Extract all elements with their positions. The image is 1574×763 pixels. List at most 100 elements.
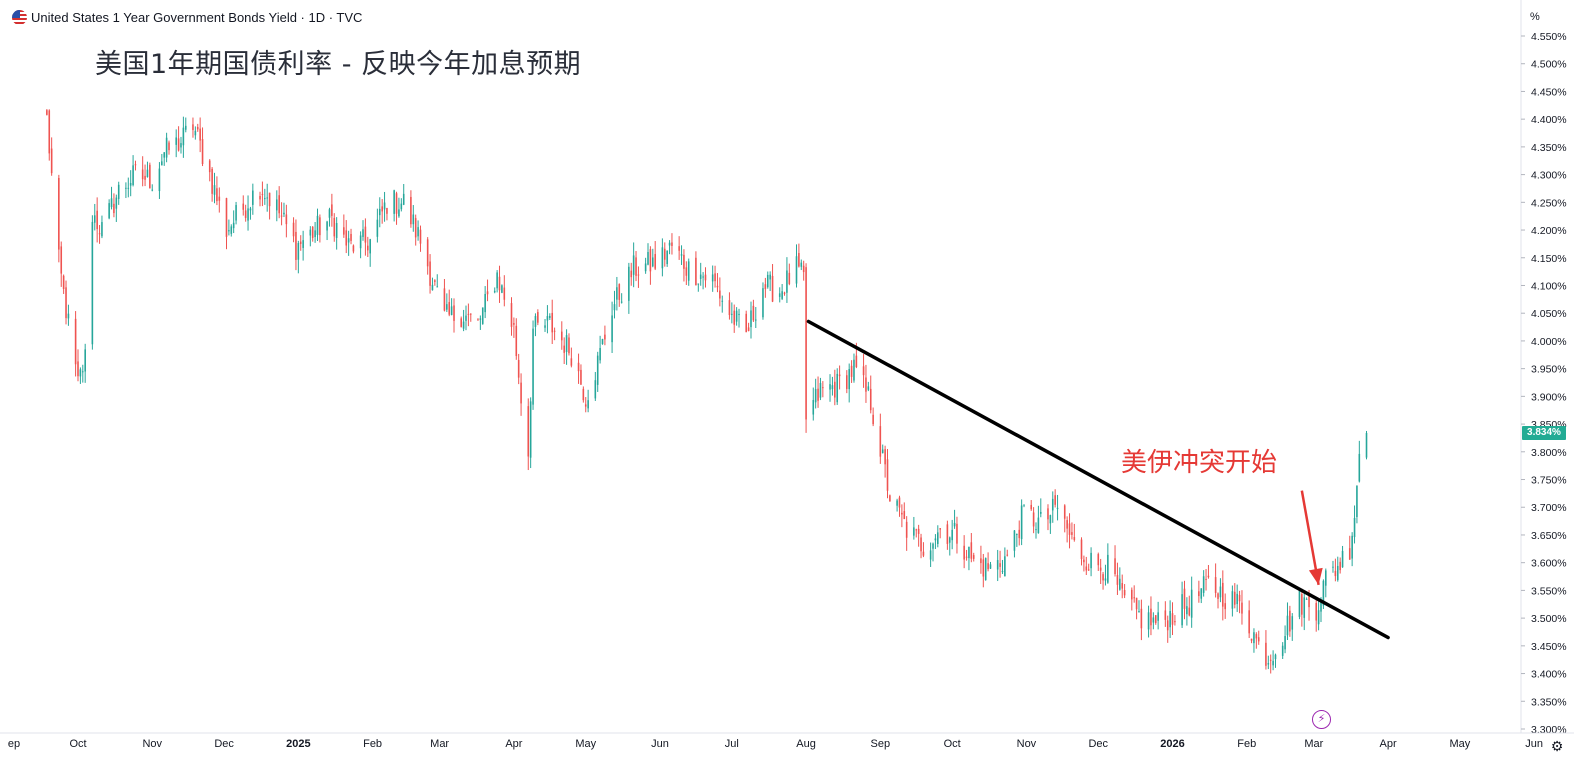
candle-body — [563, 345, 565, 353]
x-tick-label: Nov — [1017, 738, 1037, 750]
candle-body — [1181, 594, 1183, 626]
candle-body — [1054, 495, 1056, 505]
candle-body — [1320, 601, 1322, 612]
x-tick-label: Apr — [505, 738, 522, 750]
candle-body — [158, 168, 161, 192]
candle-body — [778, 293, 781, 297]
candle-body — [161, 161, 163, 166]
lightning-icon[interactable]: ⚡ — [1312, 710, 1331, 729]
candle-body — [1049, 515, 1052, 524]
candle-body — [426, 239, 429, 267]
candle-body — [901, 512, 903, 515]
candle-body — [1341, 550, 1344, 568]
y-tick-label: 4.300% — [1531, 170, 1567, 182]
candle-body — [680, 254, 683, 256]
x-tick-label: Jun — [1525, 738, 1543, 750]
candle-body — [1224, 603, 1227, 610]
candle-body — [568, 337, 570, 354]
candle-body — [299, 241, 302, 244]
candle-body — [587, 400, 589, 409]
candle-body — [814, 389, 817, 403]
candle-body — [134, 164, 137, 166]
candle-body — [644, 263, 647, 272]
candle-body — [719, 290, 721, 299]
candle-body — [898, 497, 901, 508]
candle-body — [1104, 578, 1107, 581]
candle-body — [280, 215, 283, 217]
candle-body — [953, 522, 956, 527]
candle-body — [201, 139, 204, 164]
candle-body — [565, 335, 568, 352]
candle-body — [963, 545, 965, 560]
candle-body — [853, 359, 855, 381]
candle-body — [496, 272, 498, 289]
candle-body — [1257, 637, 1260, 642]
y-tick-label: 3.650% — [1531, 530, 1567, 542]
candle-body — [1272, 660, 1274, 666]
candle-body — [764, 284, 767, 290]
candle-body — [117, 184, 120, 199]
candle-body — [937, 532, 939, 544]
gear-icon[interactable]: ⚙ — [1550, 737, 1564, 754]
candle-body — [1164, 610, 1167, 620]
candle-body — [1154, 615, 1157, 623]
y-tick-label: 4.550% — [1531, 31, 1567, 43]
candle-body — [1348, 548, 1351, 560]
candle-body — [419, 229, 422, 244]
candle-body — [460, 318, 462, 327]
candle-body — [513, 323, 515, 325]
candle-body — [632, 255, 635, 275]
candle-body — [881, 449, 884, 454]
candle-body — [115, 197, 118, 209]
candle-body — [654, 254, 656, 269]
candle-body — [110, 198, 113, 208]
candle-body — [498, 276, 501, 291]
candle-body — [845, 375, 848, 389]
candle-body — [697, 283, 700, 285]
candle-body — [510, 303, 513, 327]
candle-body — [989, 564, 992, 569]
x-tick-label: Mar — [430, 738, 449, 750]
candle-body — [402, 193, 405, 205]
candle-body — [232, 222, 235, 229]
candle-body — [1190, 589, 1193, 618]
candle-body — [628, 266, 630, 301]
candle-body — [1233, 591, 1236, 605]
candle-body — [747, 327, 750, 331]
candle-body — [544, 325, 546, 328]
candle-body — [762, 288, 764, 318]
y-tick-label: 3.800% — [1531, 447, 1567, 459]
candle-body — [1016, 533, 1018, 535]
candle-body — [922, 551, 925, 556]
candle-body — [917, 528, 920, 534]
candle-body — [393, 190, 395, 214]
candle-body — [1169, 610, 1171, 628]
us-flag-icon — [12, 9, 27, 25]
candle-body — [125, 187, 127, 189]
candle-body — [1231, 591, 1234, 609]
downtrend-line[interactable] — [806, 319, 1390, 640]
candle-body — [465, 315, 467, 321]
candle-body — [1147, 612, 1150, 630]
candle-body — [939, 528, 941, 530]
y-tick-label: 3.550% — [1531, 585, 1567, 597]
last-price-badge: 3.834% — [1522, 426, 1566, 440]
candle-body — [1200, 588, 1203, 599]
candle-body — [1255, 634, 1258, 639]
candle-body — [733, 310, 736, 325]
y-tick-label: 3.600% — [1531, 558, 1567, 570]
candle-body — [781, 291, 783, 299]
candle-body — [410, 196, 412, 225]
candle-body — [1188, 607, 1191, 616]
symbol-title: United States 1 Year Government Bonds Yi… — [31, 9, 363, 25]
candle-body — [577, 362, 580, 372]
y-tick-label: 3.350% — [1531, 696, 1567, 708]
candle-body — [999, 563, 1001, 567]
candle-body — [345, 230, 348, 246]
x-tick-label: ep — [8, 738, 20, 750]
candle-body — [1080, 539, 1083, 560]
candle-body — [213, 185, 216, 195]
candle-body — [965, 556, 968, 558]
symbol-header[interactable]: United States 1 Year Government Bonds Yi… — [12, 8, 362, 26]
